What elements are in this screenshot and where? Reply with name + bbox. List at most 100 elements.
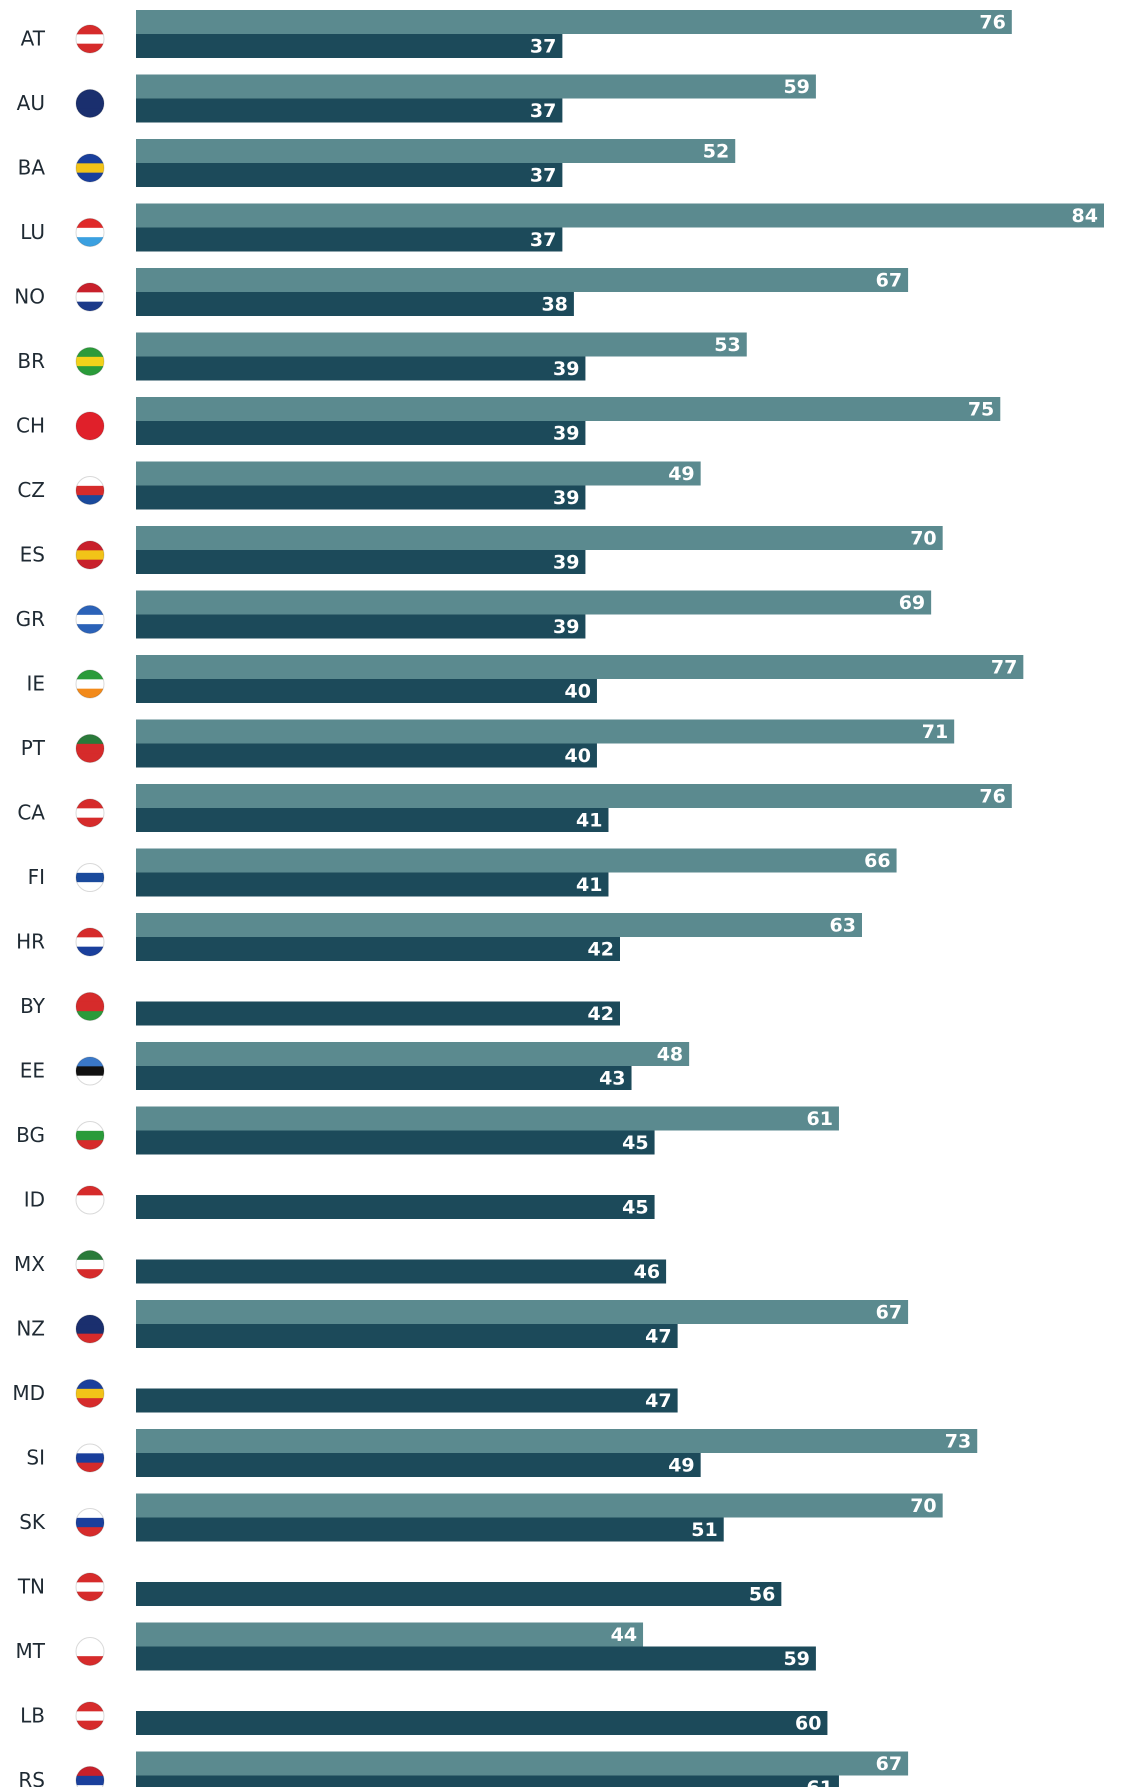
flag-stripe [76, 356, 104, 367]
flag [76, 1702, 104, 1730]
flag-stripe [76, 1204, 104, 1214]
flag [76, 1121, 104, 1150]
value-label: 38 [541, 294, 567, 316]
category-label: ID [24, 1188, 45, 1212]
category-label: MD [12, 1381, 45, 1405]
flag-outline [75, 282, 105, 312]
category-label: LU [20, 220, 45, 244]
bar [136, 268, 909, 292]
flag-stripe [76, 347, 104, 358]
value-label: 69 [899, 592, 925, 614]
flag-outline [75, 411, 105, 441]
value-label: 41 [576, 810, 602, 832]
value-label: 63 [830, 915, 856, 937]
flag-stripe [76, 1508, 104, 1519]
flag-stripe [76, 743, 104, 754]
value-label: 60 [795, 1713, 821, 1735]
category-label: MX [14, 1252, 45, 1276]
flag-outline [75, 669, 105, 699]
category-label: IE [26, 672, 45, 696]
flag-stripe [76, 89, 104, 100]
bar [136, 356, 586, 381]
flag-stripe [76, 43, 104, 53]
value-label: 61 [806, 1108, 832, 1130]
flag-stripe [76, 1398, 104, 1408]
category-label: CA [17, 801, 45, 825]
flag [76, 476, 104, 505]
category-label: RS [18, 1768, 45, 1787]
value-label: 37 [530, 100, 556, 122]
flag-outline [75, 1121, 105, 1150]
flag-stripe [76, 1269, 104, 1279]
bar [136, 203, 1104, 228]
value-label: 37 [530, 36, 556, 58]
bar [136, 526, 943, 550]
value-label: 40 [564, 745, 590, 767]
value-label: 42 [588, 939, 614, 961]
flag-stripe [76, 1379, 104, 1390]
flag-stripe [76, 688, 104, 698]
category-label: EE [20, 1059, 45, 1083]
value-label: 39 [553, 487, 579, 509]
bar [136, 397, 1001, 421]
bar [136, 292, 574, 316]
flag [76, 283, 104, 311]
bar [136, 163, 563, 187]
value-label: 59 [783, 76, 809, 98]
value-label: 46 [634, 1261, 660, 1283]
flag [76, 412, 104, 440]
bar [136, 1300, 909, 1324]
bar [136, 1582, 782, 1606]
flag-outline [75, 1250, 105, 1279]
flag-outline [75, 605, 105, 634]
value-label: 39 [553, 552, 579, 574]
flag-outline [75, 540, 105, 570]
flag [76, 1766, 104, 1787]
bar [136, 485, 586, 510]
flag-outline [75, 863, 105, 892]
flag-stripe [76, 1324, 104, 1335]
flag-stripe [76, 1702, 104, 1712]
bar [136, 1388, 678, 1413]
bar [136, 848, 897, 873]
flag-stripe [76, 550, 104, 561]
value-label: 47 [645, 1326, 671, 1348]
flag-outline [75, 1766, 105, 1787]
bar [136, 1622, 644, 1647]
flag-stripe [76, 495, 104, 505]
flag-stripe [76, 1582, 104, 1593]
bar [136, 421, 586, 445]
category-label: MT [16, 1639, 46, 1663]
flag-outline [75, 798, 105, 828]
flag [76, 605, 104, 634]
flag-stripe [76, 421, 104, 432]
flag [76, 799, 104, 827]
flag-stripe [76, 430, 104, 440]
flag-outline [75, 153, 105, 183]
flag-outline [75, 1379, 105, 1408]
category-label: FI [28, 865, 45, 889]
flag-stripe [76, 1637, 104, 1648]
value-label: 37 [530, 229, 556, 251]
category-label: BR [17, 349, 45, 373]
value-label: 52 [703, 141, 729, 163]
flag-outline [75, 734, 105, 763]
bar [136, 34, 563, 58]
flag-stripe [76, 1656, 104, 1666]
flag-stripe [76, 1766, 104, 1777]
category-label: PT [21, 736, 46, 760]
flag-stripe [76, 992, 104, 1003]
value-label: 77 [991, 657, 1017, 679]
flag-stripe [76, 541, 104, 551]
value-label: 76 [979, 786, 1005, 808]
flag-stripe [76, 559, 104, 569]
flag-stripe [76, 1130, 104, 1141]
flag-stripe [76, 1333, 104, 1343]
flag-stripe [76, 34, 104, 45]
flag-stripe [76, 817, 104, 827]
flag-stripe [76, 808, 104, 819]
bar [136, 1324, 678, 1348]
flag [76, 863, 104, 892]
bar [136, 743, 597, 768]
bar [136, 1259, 667, 1284]
